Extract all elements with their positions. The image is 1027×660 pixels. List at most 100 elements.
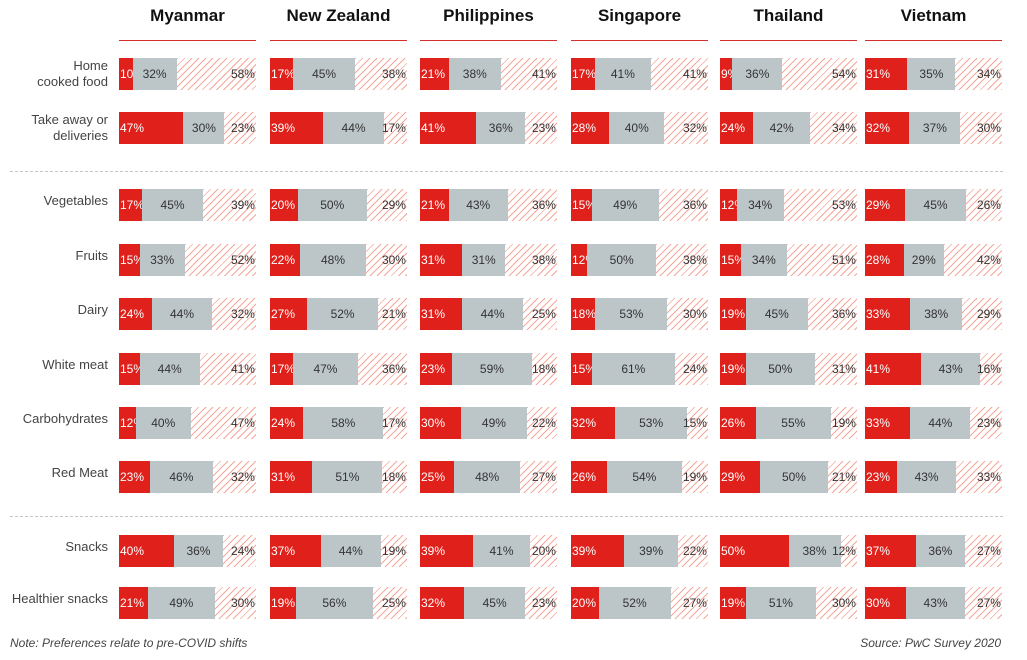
bar-segment-same: 53% xyxy=(614,407,688,439)
value-label-increase: 24% xyxy=(721,121,746,135)
bar-segment-decrease: 23% xyxy=(224,112,256,144)
bar-segment-decrease: 18% xyxy=(532,353,557,385)
value-label-increase: 20% xyxy=(271,198,296,212)
bar-segment-same: 43% xyxy=(906,587,965,619)
value-label-same: 59% xyxy=(479,362,504,376)
bar-segment-same: 40% xyxy=(135,407,191,439)
value-label-decrease: 23% xyxy=(531,596,556,610)
bar-segment-same: 36% xyxy=(732,58,783,90)
value-label-decrease: 22% xyxy=(682,544,707,558)
bar-segment-decrease: 29% xyxy=(962,298,1002,330)
bar-segment-increase: 28% xyxy=(571,112,610,144)
value-label-same: 40% xyxy=(151,416,176,430)
category-label-vegetables: Vegetables xyxy=(43,193,108,208)
bar-segment-decrease: 36% xyxy=(658,189,708,221)
stacked-bar-snacks-thailand: 50% 38% 12% xyxy=(720,535,857,567)
category-label-red-meat: Red Meat xyxy=(51,465,108,480)
stacked-bar-fruits-myanmar: 15% 33% 52% xyxy=(119,244,256,276)
value-label-increase: 26% xyxy=(721,416,746,430)
bar-segment-decrease: 30% xyxy=(815,587,857,619)
bar-segment-decrease: 12% xyxy=(832,535,857,567)
bar-segment-decrease: 36% xyxy=(507,189,557,221)
bar-segment-same: 32% xyxy=(132,58,177,90)
stacked-bar-take-away-or-deliveries-singapore: 28% 40% 32% xyxy=(571,112,708,144)
stacked-bar-carbohydrates-thailand: 26% 55% 19% xyxy=(720,407,857,439)
bar-segment-increase: 27% xyxy=(270,298,307,330)
value-label-increase: 21% xyxy=(421,67,446,81)
value-label-decrease: 24% xyxy=(230,544,255,558)
bar-segment-same: 61% xyxy=(591,353,676,385)
bar-segment-same: 46% xyxy=(150,461,213,493)
bar-segment-increase: 18% xyxy=(571,298,596,330)
value-label-decrease: 51% xyxy=(831,253,856,267)
value-label-decrease: 39% xyxy=(230,198,255,212)
value-label-decrease: 27% xyxy=(976,596,1001,610)
value-label-increase: 17% xyxy=(271,67,296,81)
bar-segment-same: 31% xyxy=(462,244,505,276)
value-label-same: 37% xyxy=(922,121,947,135)
value-label-increase: 32% xyxy=(572,416,597,430)
value-label-same: 61% xyxy=(621,362,646,376)
stacked-bar-red-meat-thailand: 29% 50% 21% xyxy=(720,461,857,493)
stacked-bar-white-meat-thailand: 19% 50% 31% xyxy=(720,353,857,385)
bar-segment-same: 45% xyxy=(746,298,808,330)
value-label-increase: 27% xyxy=(271,307,296,321)
header-underline xyxy=(571,40,708,41)
value-label-decrease: 30% xyxy=(381,253,406,267)
bar-segment-increase: 39% xyxy=(571,535,625,567)
value-label-decrease: 36% xyxy=(831,307,856,321)
stacked-bar-healthier-snacks-thailand: 19% 51% 30% xyxy=(720,587,857,619)
bar-segment-decrease: 23% xyxy=(525,587,557,619)
stacked-bar-white-meat-new-zealand: 17% 47% 36% xyxy=(270,353,407,385)
category-label-take-away-or-deliveries: Take away or deliveries xyxy=(31,112,108,143)
value-label-decrease: 21% xyxy=(381,307,406,321)
stacked-bar-red-meat-myanmar: 23% 46% 32% xyxy=(119,461,256,493)
bar-segment-increase: 21% xyxy=(119,587,148,619)
bar-segment-increase: 9% xyxy=(720,58,738,90)
bar-segment-increase: 33% xyxy=(865,298,911,330)
bar-segment-same: 38% xyxy=(788,535,841,567)
value-label-increase: 41% xyxy=(866,362,891,376)
stacked-bar-carbohydrates-new-zealand: 24% 58% 17% xyxy=(270,407,407,439)
country-header-thailand: Thailand xyxy=(753,6,824,25)
bar-segment-decrease: 21% xyxy=(378,298,407,330)
value-label-increase: 22% xyxy=(271,253,296,267)
value-label-increase: 32% xyxy=(421,596,446,610)
bar-segment-decrease: 54% xyxy=(782,58,857,90)
value-label-same: 51% xyxy=(335,470,360,484)
value-label-decrease: 27% xyxy=(531,470,556,484)
bar-segment-decrease: 17% xyxy=(382,112,407,144)
bar-segment-same: 44% xyxy=(323,112,384,144)
stacked-bar-white-meat-vietnam: 41% 43% 16% xyxy=(865,353,1002,385)
value-label-decrease: 27% xyxy=(976,544,1001,558)
value-label-decrease: 25% xyxy=(531,307,556,321)
value-label-increase: 23% xyxy=(120,470,145,484)
stacked-bar-snacks-vietnam: 37% 36% 27% xyxy=(865,535,1002,567)
bar-segment-decrease: 41% xyxy=(500,58,557,90)
value-label-increase: 24% xyxy=(120,307,145,321)
country-header-philippines: Philippines xyxy=(443,6,534,25)
bar-segment-same: 29% xyxy=(903,244,944,276)
value-label-same: 53% xyxy=(619,307,644,321)
bar-segment-decrease: 38% xyxy=(354,58,407,90)
bar-segment-increase: 17% xyxy=(270,58,296,90)
bar-segment-increase: 20% xyxy=(270,189,298,221)
bar-segment-decrease: 32% xyxy=(664,112,708,144)
bar-segment-increase: 37% xyxy=(865,535,916,567)
value-label-decrease: 15% xyxy=(682,416,707,430)
value-label-same: 41% xyxy=(610,67,635,81)
value-label-decrease: 32% xyxy=(682,121,707,135)
value-label-decrease: 23% xyxy=(230,121,255,135)
value-label-same: 36% xyxy=(488,121,513,135)
bar-segment-increase: 22% xyxy=(270,244,301,276)
value-label-decrease: 38% xyxy=(531,253,556,267)
country-header-myanmar: Myanmar xyxy=(150,6,225,25)
bar-segment-decrease: 23% xyxy=(525,112,557,144)
value-label-same: 34% xyxy=(748,198,773,212)
bar-segment-same: 43% xyxy=(921,353,981,385)
value-label-same: 34% xyxy=(751,253,776,267)
bar-segment-increase: 29% xyxy=(720,461,760,493)
bar-segment-decrease: 20% xyxy=(529,535,557,567)
stacked-bar-take-away-or-deliveries-vietnam: 32% 37% 30% xyxy=(865,112,1002,144)
value-label-same: 49% xyxy=(169,596,194,610)
